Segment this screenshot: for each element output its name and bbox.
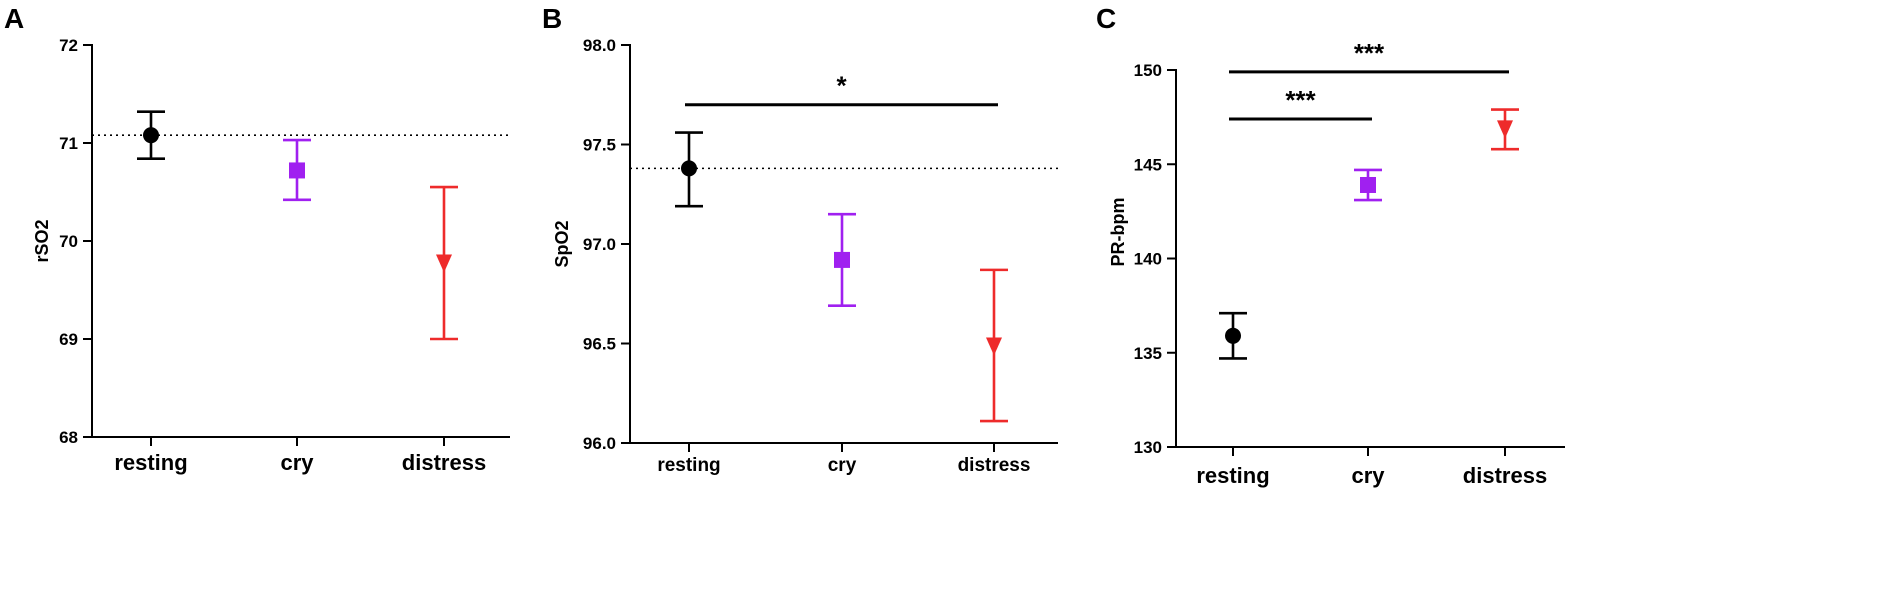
y-axis-title: PR-bpm [1108,198,1128,267]
significance-label: *** [1354,38,1385,68]
y-tick-label: 145 [1134,155,1162,174]
y-tick-label: 72 [59,36,78,55]
x-category-label: distress [958,455,1031,476]
x-category-label: resting [1196,463,1269,488]
data-point-distress [436,254,452,273]
data-point-distress [1497,120,1513,139]
x-category-label: resting [114,450,187,475]
y-tick-label: 71 [59,134,78,153]
y-tick-label: 96.0 [583,434,616,453]
data-point-resting [681,160,697,177]
y-axis-title: SpO2 [552,220,572,267]
x-category-label: cry [1351,463,1385,488]
y-tick-label: 150 [1134,61,1162,80]
x-category-label: cry [280,450,314,475]
x-category-label: distress [1463,463,1547,488]
panel-c: C 130 135 140 145 150 resting cry distress PR-bpm… [1096,3,1565,488]
data-point-distress [986,337,1002,356]
y-tick-label: 69 [59,330,78,349]
y-tick-label: 70 [59,232,78,251]
x-category-label: distress [402,450,486,475]
y-tick-label: 97.0 [583,235,616,254]
panel-letter: C [1096,3,1116,34]
data-point-cry [289,162,305,179]
x-category-label: resting [657,455,720,476]
data-point-cry [1360,176,1376,193]
y-tick-label: 97.5 [583,136,616,155]
panel-a: A 68 69 70 71 72 resting cry distress rSO2 [4,3,510,475]
panel-letter: B [542,3,562,34]
y-tick-label: 140 [1134,250,1162,269]
data-point-resting [1225,327,1241,344]
y-tick-label: 68 [59,428,78,447]
y-tick-label: 96.5 [583,335,616,354]
x-category-label: cry [828,455,857,476]
data-point-resting [143,127,159,144]
y-tick-label: 98.0 [583,36,616,55]
y-axis-title: rSO2 [32,219,52,262]
y-tick-label: 130 [1134,438,1162,457]
panel-b: B 96.0 96.5 97.0 97.5 98.0 resting cry distress S… [542,3,1058,476]
y-tick-label: 135 [1134,344,1162,363]
panel-letter: A [4,3,24,34]
significance-label: *** [1285,85,1316,115]
significance-label: * [836,71,847,101]
data-point-cry [834,251,850,268]
